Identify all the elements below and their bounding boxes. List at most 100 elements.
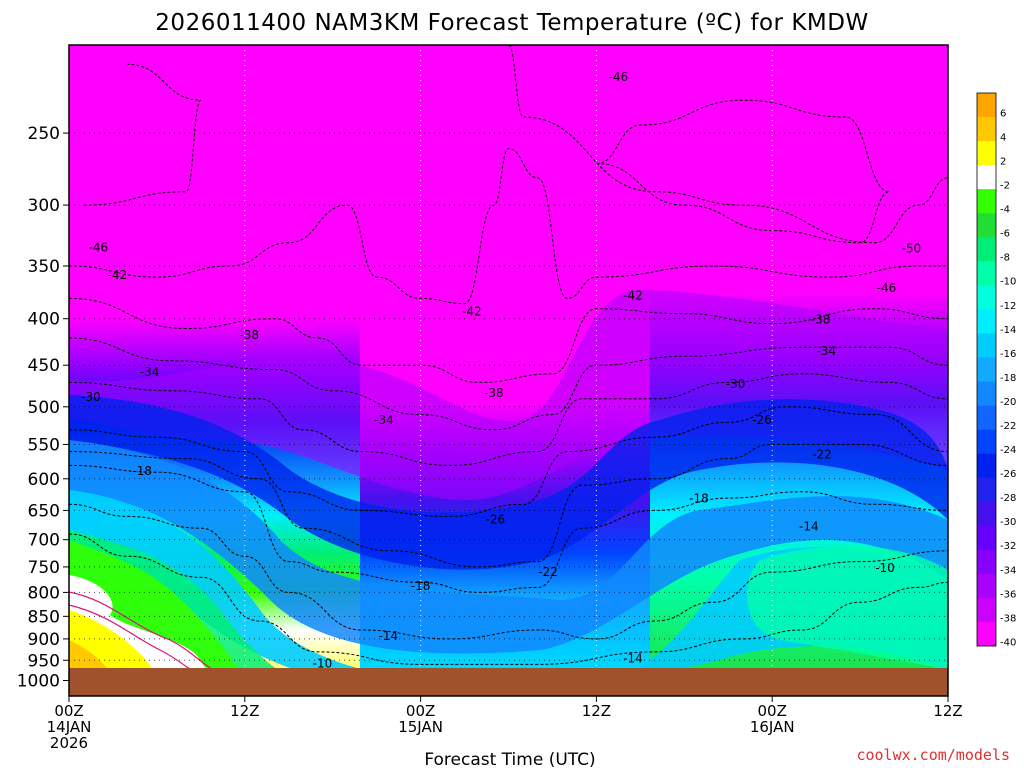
colorbar-swatch-19 (977, 549, 996, 575)
plot-frame (68, 44, 949, 697)
x-tick-label-0-0: 00Z (54, 702, 83, 720)
isotherm-label-11: -46 (877, 281, 897, 295)
colorbar-swatch-3 (977, 165, 996, 190)
isotherm-label-8: -46 (609, 70, 629, 84)
colorbar-swatch-16 (977, 477, 996, 503)
isotherm-label-2: -38 (239, 328, 259, 342)
y-tick-label-850: 850 (28, 607, 60, 627)
x-tick-label-4-1: 16JAN (750, 718, 795, 736)
colorbar-swatch-5 (977, 213, 996, 238)
y-tick-label-350: 350 (28, 257, 60, 277)
x-tick-label-5-0: 12Z (933, 702, 962, 720)
colorbar-tick-22: -40 (1000, 637, 1016, 648)
isotherm-label-20: -14 (799, 519, 819, 533)
colorbar-tick-20: -36 (1000, 589, 1016, 600)
isotherm-label-18: -26 (486, 512, 506, 526)
isotherm-label-13: -34 (817, 344, 837, 358)
colorbar-tick-6: -8 (1000, 253, 1010, 264)
y-tick-label-700: 700 (28, 531, 60, 551)
colorbar-swatch-13 (977, 405, 996, 430)
colorbar-tick-12: -20 (1000, 397, 1016, 408)
isotherm-label-23: -18 (411, 579, 431, 593)
x-tick-label-3-0: 12Z (582, 702, 611, 720)
x-tick-label-4-0: 00Z (758, 702, 787, 720)
chart-title: 2026011400 NAM3KM Forecast Temperature (… (155, 10, 868, 36)
colorbar-tick-16: -28 (1000, 493, 1016, 504)
isotherm-label-6: -42 (462, 305, 482, 319)
isotherm-label-19: -18 (689, 492, 709, 506)
colorbar-tick-5: -6 (1000, 229, 1010, 240)
colorbar-swatch-0 (977, 93, 996, 118)
isotherm-label-0: -46 (88, 240, 108, 254)
y-tick-label-650: 650 (28, 501, 60, 521)
isotherm-label-26: -14 (623, 652, 643, 666)
colorbar-tick-2: 2 (1000, 157, 1006, 168)
y-tick-label-900: 900 (28, 630, 60, 650)
isotherm-line-7 (69, 406, 948, 517)
credit-text: coolwx.com/models (856, 746, 1010, 764)
colorbar-tick-0: 6 (1000, 108, 1006, 119)
plot-area: -46-42-38-34-30-34-42-38-46-42-50-46-38-… (69, 45, 948, 696)
colorbar-swatch-1 (977, 117, 996, 142)
colorbar-tick-18: -32 (1000, 541, 1016, 552)
y-tick-label-400: 400 (28, 310, 60, 330)
colorbar-tick-7: -10 (1000, 277, 1016, 288)
colorbar-swatch-10 (977, 333, 996, 358)
colorbar-swatch-18 (977, 525, 996, 551)
colorbar-tick-15: -26 (1000, 469, 1016, 480)
band-mid-blue (69, 440, 948, 654)
colorbar-swatch-17 (977, 501, 996, 527)
band-deep-blue (69, 395, 948, 570)
isotherm-label-21: -10 (875, 561, 895, 575)
isotherm-label-15: -26 (752, 413, 772, 427)
isotherm-label-24: -14 (379, 629, 399, 643)
colorbar-swatch-6 (977, 237, 996, 262)
isotherm-line-3 (69, 148, 948, 305)
colorbar-tick-14: -24 (1000, 445, 1016, 456)
colorbar-swatch-11 (977, 357, 996, 382)
x-tick-label-1-0: 12Z (230, 702, 259, 720)
isotherm-line-4 (69, 297, 948, 383)
y-tick-label-450: 450 (28, 356, 60, 376)
colorbar-tick-21: -38 (1000, 613, 1016, 624)
colorbar-frame (976, 92, 997, 647)
isotherm-label-22: -22 (538, 565, 558, 579)
y-axis: 250 300 350 400 450 500 550 600 650 700 750 800 850 9… (17, 124, 69, 692)
colorbar-tick-9: -14 (1000, 325, 1016, 336)
colorbar-tick-19: -34 (1000, 565, 1016, 576)
isotherm-contours (69, 45, 948, 665)
y-tick-label-1000: 1000 (17, 672, 60, 692)
isotherm-label-16: -22 (812, 447, 832, 461)
isotherm-label-17: -18 (132, 464, 152, 478)
y-tick-label-250: 250 (28, 124, 60, 144)
ground-terrain (69, 668, 948, 696)
isotherm-line-2 (596, 99, 890, 244)
colorbar-tick-10: -16 (1000, 349, 1016, 360)
isotherm-label-14: -30 (726, 377, 746, 391)
isotherm-line-6 (69, 373, 948, 466)
y-tick-label-550: 550 (28, 435, 60, 455)
isotherm-line-0 (83, 63, 202, 206)
isotherm-label-4: -30 (81, 390, 101, 404)
colorbar-swatch-14 (977, 429, 996, 454)
colorbar-swatch-22 (977, 621, 996, 647)
band-cold-purple (69, 290, 948, 500)
isotherm-label-1: -42 (108, 268, 128, 282)
y-tick-label-800: 800 (28, 583, 60, 603)
isotherm-label-3: -34 (140, 365, 160, 379)
y-tick-label-750: 750 (28, 558, 60, 578)
isotherm-label-5: -34 (374, 413, 394, 427)
colorbar-swatch-20 (977, 573, 996, 599)
colorbar-swatch-21 (977, 597, 996, 623)
x-tick-label-0-1: 14JAN (47, 718, 92, 736)
colorbar-tick-8: -12 (1000, 301, 1016, 312)
isotherm-label-10: -50 (902, 242, 922, 256)
colorbar-swatch-15 (977, 453, 996, 478)
x-tick-label-2-0: 00Z (406, 702, 435, 720)
colorbar-swatch-7 (977, 261, 996, 286)
colorbar-tick-17: -30 (1000, 517, 1016, 528)
y-tick-label-600: 600 (28, 470, 60, 490)
isotherm-line-5 (69, 337, 948, 431)
